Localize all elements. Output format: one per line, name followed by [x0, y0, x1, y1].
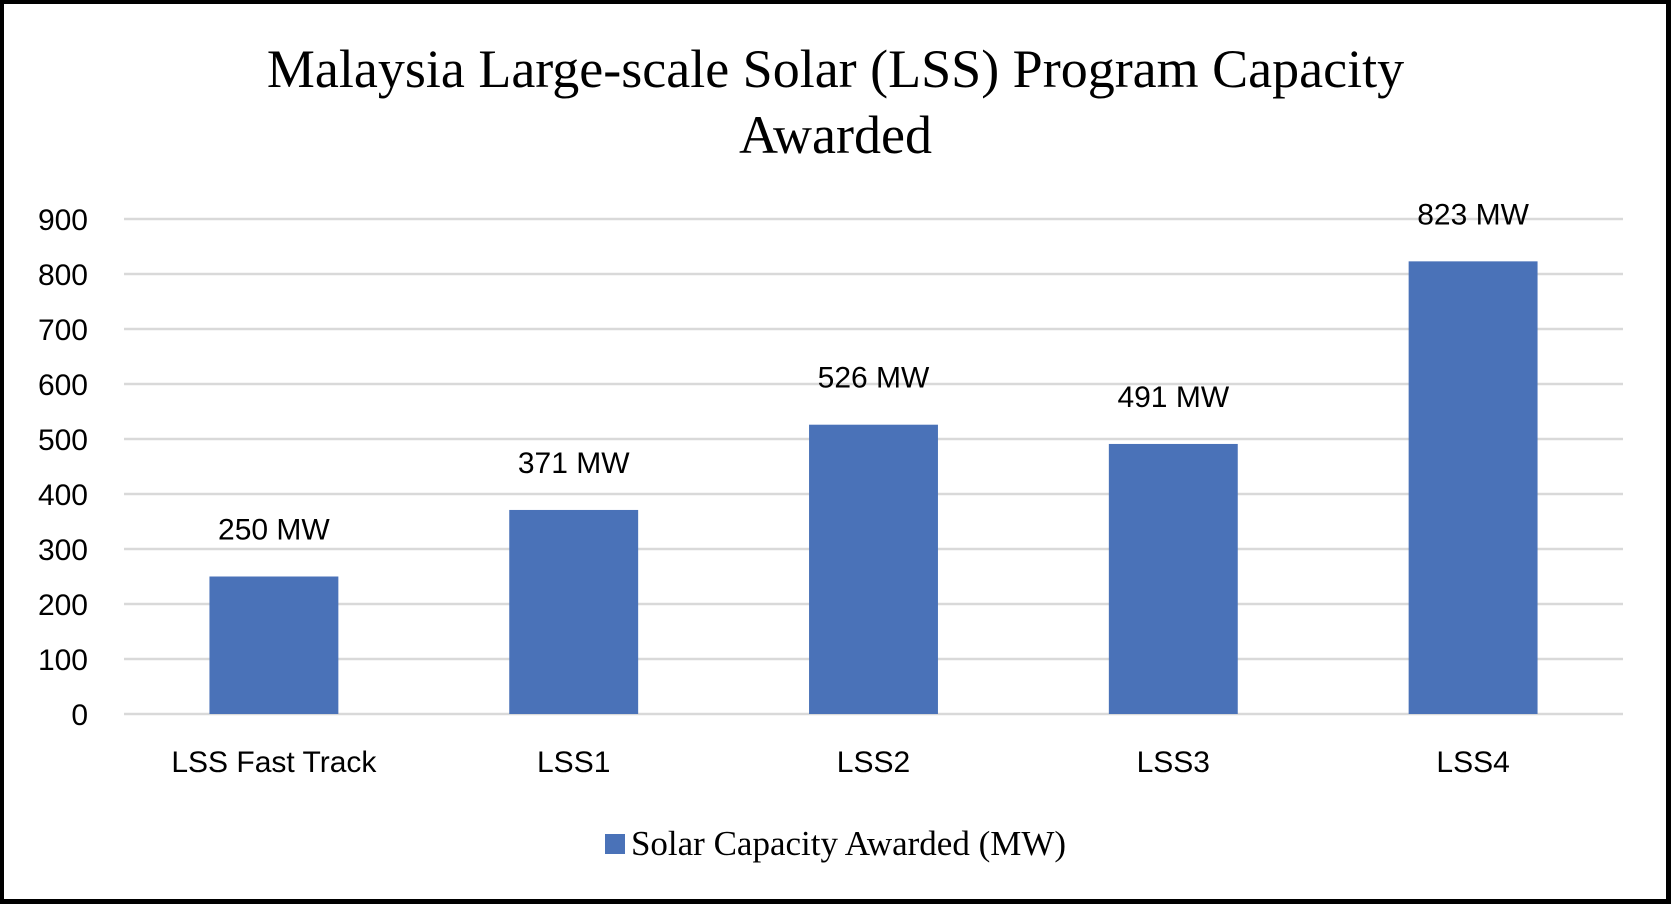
x-tick-label: LSS4	[1436, 746, 1509, 779]
data-labels: 250 MW 371 MW 526 MW 491 MW 823 MW	[218, 198, 1530, 546]
legend-label: Solar Capacity Awarded (MW)	[630, 824, 1067, 863]
bar	[1408, 261, 1538, 714]
bar	[509, 509, 639, 714]
x-axis-tick-labels: LSS Fast Track LSS1 LSS2 LSS3 LSS4	[171, 746, 1509, 779]
data-label: 250 MW	[218, 514, 330, 547]
bar	[209, 576, 339, 714]
y-tick-label: 0	[71, 699, 88, 732]
data-label: 526 MW	[818, 362, 930, 395]
y-tick-label: 100	[38, 644, 88, 677]
y-tick-label: 400	[38, 479, 88, 512]
bars	[209, 261, 1538, 714]
data-label: 491 MW	[1117, 381, 1229, 414]
y-tick-label: 300	[38, 534, 88, 567]
bar	[1108, 443, 1238, 714]
chart-title: Malaysia Large-scale Solar (LSS) Program…	[0, 36, 1671, 168]
data-label: 823 MW	[1417, 198, 1529, 231]
y-tick-label: 900	[38, 204, 88, 237]
data-label: 371 MW	[518, 447, 630, 480]
bar	[809, 424, 938, 714]
x-tick-label: LSS2	[837, 746, 910, 779]
x-tick-label: LSS3	[1137, 746, 1210, 779]
x-tick-label: LSS1	[537, 746, 610, 779]
y-tick-label: 500	[38, 424, 88, 457]
y-tick-label: 700	[38, 314, 88, 347]
y-tick-label: 600	[38, 369, 88, 402]
x-tick-label: LSS Fast Track	[171, 746, 377, 779]
chart-title-line-2: Awarded	[739, 105, 932, 165]
y-axis-tick-labels: 0 100 200 300 400 500 600 700 800 900	[38, 204, 88, 732]
legend-swatch	[604, 833, 625, 854]
chart-title-line-1: Malaysia Large-scale Solar (LSS) Program…	[266, 39, 1405, 99]
legend: Solar Capacity Awarded (MW)	[0, 822, 1671, 866]
y-tick-label: 800	[38, 259, 88, 292]
y-tick-label: 200	[38, 589, 88, 622]
